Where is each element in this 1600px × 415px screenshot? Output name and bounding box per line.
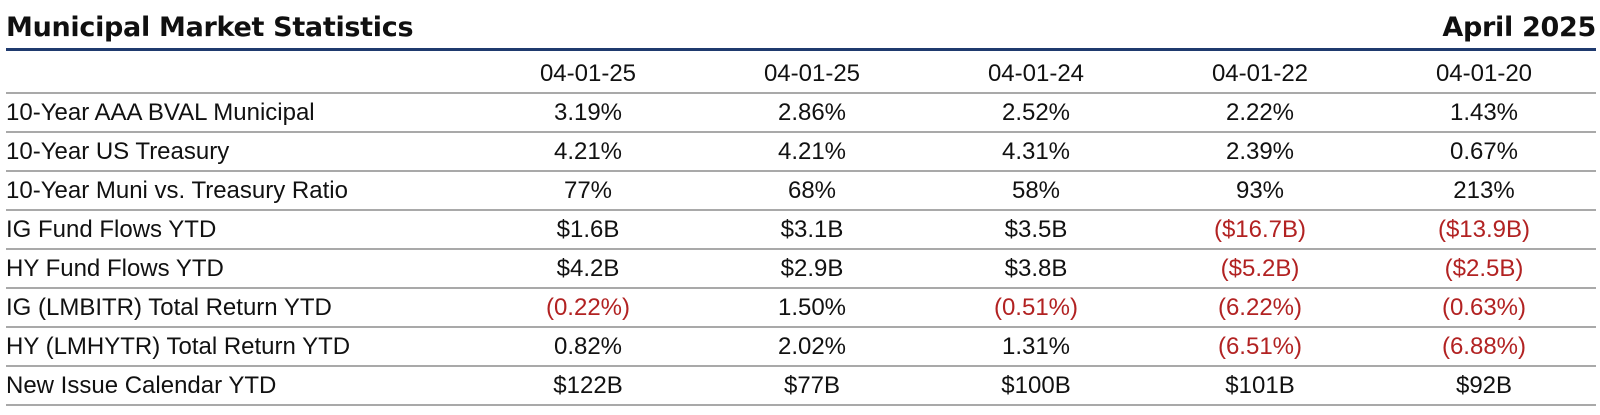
table-row: IG Fund Flows YTD $1.6B $3.1B $3.5B ($16…: [6, 210, 1596, 250]
report-date: April 2025: [1442, 12, 1596, 43]
table-cell: 2.52%: [924, 93, 1148, 133]
table-cell-negative: (6.88%): [1372, 327, 1596, 367]
table-header-row: 04-01-25 04-01-25 04-01-24 04-01-22 04-0…: [6, 55, 1596, 94]
table-cell-negative: ($16.7B): [1148, 210, 1372, 250]
row-label: IG (LMBITR) Total Return YTD: [6, 288, 476, 328]
table-cell: $3.1B: [700, 210, 924, 250]
column-header: 04-01-22: [1148, 55, 1372, 94]
row-label: IG Fund Flows YTD: [6, 210, 476, 250]
table-cell: 3.19%: [476, 93, 700, 133]
table-cell: 58%: [924, 171, 1148, 211]
table-cell-negative: ($5.2B): [1148, 249, 1372, 289]
table-cell-negative: (0.63%): [1372, 288, 1596, 328]
table-cell: $92B: [1372, 366, 1596, 406]
row-label: HY (LMHYTR) Total Return YTD: [6, 327, 476, 367]
table-cell: 1.43%: [1372, 93, 1596, 133]
table-row: 10-Year Muni vs. Treasury Ratio 77% 68% …: [6, 171, 1596, 211]
table-cell: 213%: [1372, 171, 1596, 211]
row-label: New Issue Calendar YTD: [6, 366, 476, 406]
table-row: New Issue Calendar YTD $122B $77B $100B …: [6, 366, 1596, 406]
column-header: 04-01-20: [1372, 55, 1596, 94]
table-cell: 68%: [700, 171, 924, 211]
table-cell: 2.86%: [700, 93, 924, 133]
column-header: 04-01-25: [476, 55, 700, 94]
table-cell-negative: (6.22%): [1148, 288, 1372, 328]
table-cell: 93%: [1148, 171, 1372, 211]
table-cell: $122B: [476, 366, 700, 406]
table-cell: 1.50%: [700, 288, 924, 328]
column-header: 04-01-24: [924, 55, 1148, 94]
table-cell: $101B: [1148, 366, 1372, 406]
table-cell: $2.9B: [700, 249, 924, 289]
table-cell: 2.39%: [1148, 132, 1372, 172]
table-row: IG (LMBITR) Total Return YTD (0.22%) 1.5…: [6, 288, 1596, 328]
row-label: 10-Year US Treasury: [6, 132, 476, 172]
row-label: 10-Year AAA BVAL Municipal: [6, 93, 476, 133]
table-row: 10-Year US Treasury 4.21% 4.21% 4.31% 2.…: [6, 132, 1596, 172]
table-cell: 4.21%: [700, 132, 924, 172]
table-cell: $3.5B: [924, 210, 1148, 250]
table-cell: 77%: [476, 171, 700, 211]
header-label-blank: [6, 55, 476, 94]
table-cell: 4.31%: [924, 132, 1148, 172]
report-header: Municipal Market Statistics April 2025: [6, 6, 1596, 46]
table-cell: 1.31%: [924, 327, 1148, 367]
table-cell: $3.8B: [924, 249, 1148, 289]
table-cell: 2.02%: [700, 327, 924, 367]
table-cell: 0.82%: [476, 327, 700, 367]
header-rule: [6, 48, 1596, 51]
row-label: HY Fund Flows YTD: [6, 249, 476, 289]
market-stats-table: 04-01-25 04-01-25 04-01-24 04-01-22 04-0…: [6, 55, 1596, 406]
table-cell-negative: (6.51%): [1148, 327, 1372, 367]
table-cell-negative: (0.22%): [476, 288, 700, 328]
row-label: 10-Year Muni vs. Treasury Ratio: [6, 171, 476, 211]
table-row: HY Fund Flows YTD $4.2B $2.9B $3.8B ($5.…: [6, 249, 1596, 289]
table-cell: $100B: [924, 366, 1148, 406]
table-cell: $77B: [700, 366, 924, 406]
table-cell-negative: ($2.5B): [1372, 249, 1596, 289]
table-cell: $1.6B: [476, 210, 700, 250]
table-cell-negative: (0.51%): [924, 288, 1148, 328]
column-header: 04-01-25: [700, 55, 924, 94]
table-cell: 4.21%: [476, 132, 700, 172]
table-cell-negative: ($13.9B): [1372, 210, 1596, 250]
table-cell: $4.2B: [476, 249, 700, 289]
table-row: 10-Year AAA BVAL Municipal 3.19% 2.86% 2…: [6, 93, 1596, 133]
page-title: Municipal Market Statistics: [6, 12, 414, 43]
table-cell: 0.67%: [1372, 132, 1596, 172]
table-cell: 2.22%: [1148, 93, 1372, 133]
table-row: HY (LMHYTR) Total Return YTD 0.82% 2.02%…: [6, 327, 1596, 367]
